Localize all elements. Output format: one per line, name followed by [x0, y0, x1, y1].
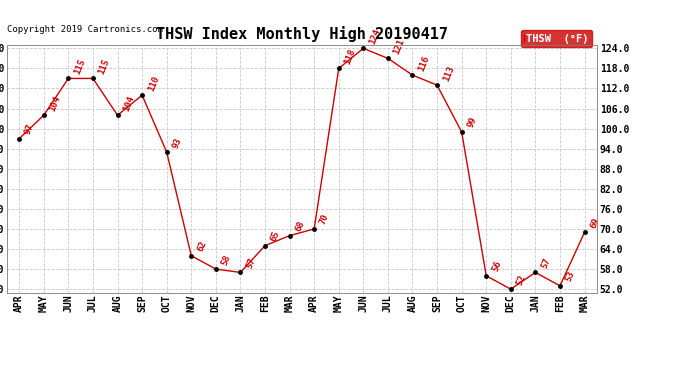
Text: 68: 68: [294, 219, 306, 233]
Text: 116: 116: [417, 54, 431, 72]
Text: 70: 70: [318, 213, 331, 226]
Text: 118: 118: [343, 47, 357, 66]
Text: 115: 115: [72, 57, 87, 76]
Text: 62: 62: [195, 240, 208, 253]
Text: 121: 121: [392, 37, 406, 56]
Text: 115: 115: [97, 57, 112, 76]
Text: 53: 53: [564, 270, 577, 283]
Text: 56: 56: [491, 260, 503, 273]
Legend: THSW  (°F): THSW (°F): [521, 30, 591, 46]
Text: 57: 57: [244, 256, 257, 270]
Text: 110: 110: [146, 74, 161, 92]
Text: 124: 124: [368, 27, 382, 46]
Text: 113: 113: [441, 64, 455, 82]
Text: 58: 58: [220, 253, 233, 266]
Text: Copyright 2019 Cartronics.com: Copyright 2019 Cartronics.com: [7, 25, 163, 34]
Text: 52: 52: [515, 273, 527, 286]
Title: THSW Index Monthly High 20190417: THSW Index Monthly High 20190417: [156, 27, 448, 42]
Text: 99: 99: [466, 116, 478, 129]
Text: 97: 97: [23, 123, 36, 136]
Text: 104: 104: [48, 94, 62, 112]
Text: 104: 104: [121, 94, 136, 112]
Text: 93: 93: [171, 136, 184, 149]
Text: 69: 69: [589, 216, 601, 229]
Text: 65: 65: [269, 230, 282, 243]
Text: 57: 57: [540, 256, 552, 270]
